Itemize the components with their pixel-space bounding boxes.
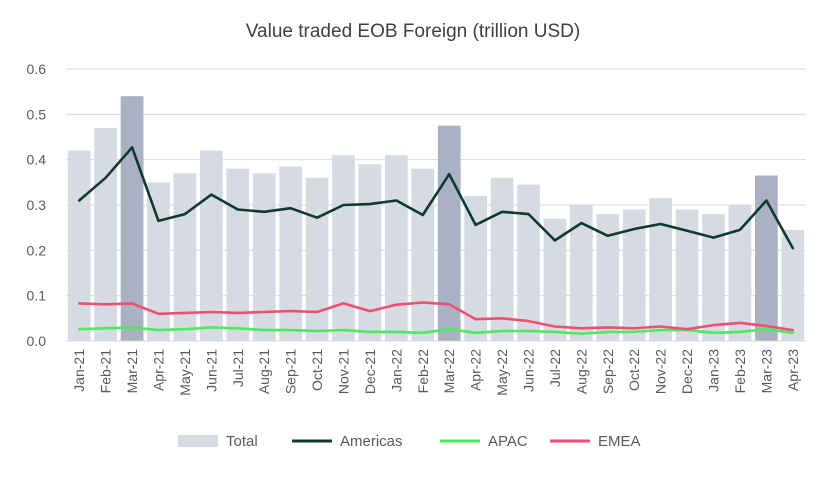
x-tick-label: Aug-21 [256,349,272,394]
bar-total-may-21 [173,173,197,341]
x-tick-label: Jan-21 [71,349,87,392]
line-americas [77,146,795,250]
bar-total-aug-21 [252,173,276,341]
bar-total-jan-22 [384,155,408,341]
x-tick-label: Jul-21 [230,349,246,387]
chart-title: Value traded EOB Foreign (trillion USD) [246,21,580,42]
bar-total-apr-23 [781,229,805,341]
x-tick-label: Mar-22 [441,349,457,394]
bar-total-sep-22 [596,214,620,341]
x-tick-label: Jun-21 [203,349,219,392]
y-tick-label: 0.4 [27,152,47,168]
legend-swatch [178,435,218,447]
x-tick-label: Nov-22 [653,349,669,394]
bar-total-sep-21 [279,166,303,341]
legend-label: EMEA [598,433,641,450]
y-axis-ticks: 0.0 0.1 0.2 0.3 0.4 0.5 0.6 [27,61,47,349]
y-tick-label: 0.6 [27,61,47,77]
x-tick-label: Nov-21 [336,349,352,394]
x-tick-label: Mar-21 [124,349,140,394]
x-tick-label: Feb-21 [98,349,114,394]
bar-total-jul-22 [543,218,567,341]
bar-total-may-22 [490,177,514,341]
x-axis-ticks: Jan-21 Feb-21 Mar-21 Apr-21 May-21 Jun-21 Jul-… [71,349,801,396]
x-tick-label: Mar-23 [758,349,774,394]
x-tick-label: Oct-22 [626,349,642,391]
x-tick-label: Apr-22 [468,349,484,391]
legend: Total Americas APAC EMEA [178,433,641,450]
bar-total-mar-22 [437,125,461,342]
bar-total-mar-21 [120,96,144,341]
x-tick-label: Jan-22 [388,349,404,392]
x-tick-label: Oct-21 [309,349,325,391]
legend-label: Americas [340,433,403,450]
bar-total-feb-21 [94,127,118,341]
bar-total-feb-22 [411,168,435,341]
series-lines [77,146,795,336]
bar-total-oct-22 [622,209,646,341]
x-tick-label: Aug-22 [573,349,589,394]
line-emea [77,301,795,332]
x-tick-label: Apr-23 [785,349,801,391]
y-tick-label: 0.1 [27,288,47,304]
bar-total-nov-21 [332,155,355,341]
x-tick-label: Jan-23 [706,349,722,392]
y-tick-label: 0.5 [27,106,47,122]
bar-total-aug-22 [569,205,593,341]
legend-item-americas: Americas [292,433,403,450]
bar-total-jan-21 [67,150,91,341]
y-tick-label: 0.0 [27,333,47,349]
legend-item-apac: APAC [440,433,528,450]
bar-total-jun-22 [517,184,540,341]
y-tick-label: 0.2 [27,242,47,258]
x-tick-label: Sep-21 [283,349,299,394]
x-tick-label: Dec-22 [679,349,695,394]
y-tick-label: 0.3 [27,197,47,213]
x-tick-label: Feb-22 [415,349,431,394]
bar-total-oct-21 [305,177,329,341]
bar-total-jan-23 [702,214,725,341]
bar-total-feb-23 [728,205,752,341]
bar-total-nov-22 [649,198,673,341]
x-tick-label: Sep-22 [600,349,616,394]
x-tick-label: Dec-21 [362,349,378,394]
x-tick-label: Feb-23 [732,349,748,394]
legend-label: APAC [488,433,528,450]
legend-item-total: Total [178,433,258,450]
bar-total-apr-22 [464,195,488,341]
x-tick-label: May-21 [177,349,193,396]
x-tick-label: Apr-21 [151,349,167,391]
x-tick-label: May-22 [494,349,510,396]
x-tick-label: Jun-22 [521,349,537,392]
line-apac [77,326,795,336]
bar-total-dec-21 [358,164,382,341]
total-bars [67,96,805,342]
bar-total-apr-21 [147,182,170,341]
x-tick-label: Jul-22 [547,349,563,387]
bar-total-dec-22 [675,209,699,341]
legend-item-emea: EMEA [550,433,641,450]
bar-total-jul-21 [226,168,250,341]
legend-label: Total [226,433,258,450]
bar-total-mar-23 [754,175,778,341]
